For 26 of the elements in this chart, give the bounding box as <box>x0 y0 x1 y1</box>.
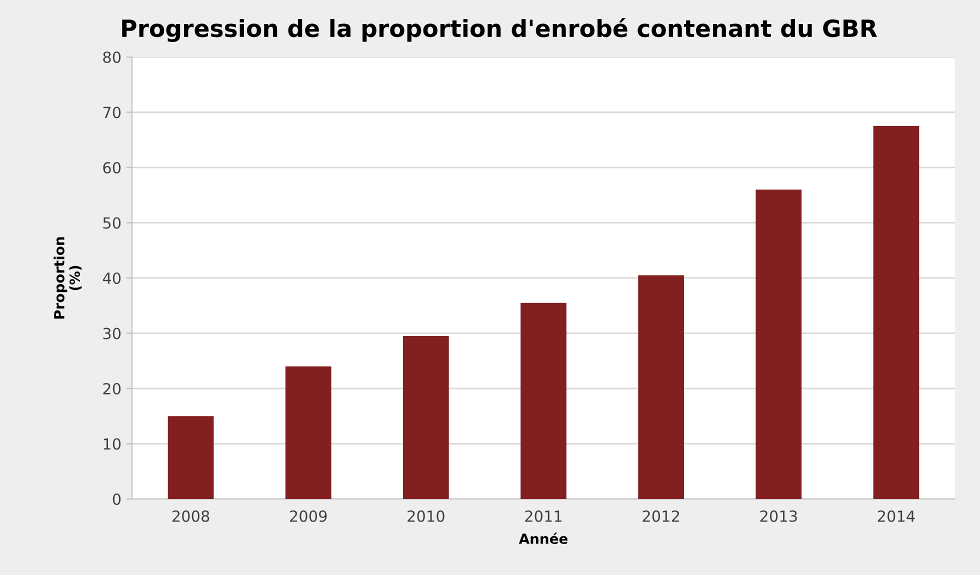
bar <box>873 126 920 499</box>
y-tick-label: 40 <box>102 272 121 284</box>
y-tick-label: 0 <box>112 493 121 506</box>
x-tick-label: 2013 <box>760 510 797 522</box>
y-axis-title: Proportion (%) <box>54 237 82 319</box>
x-tick-label: 2011 <box>525 510 562 522</box>
bar <box>756 190 802 499</box>
x-tick-label: 2009 <box>290 510 327 522</box>
x-tick-label: 2012 <box>642 510 679 522</box>
bar <box>520 302 566 499</box>
y-tick-label: 70 <box>103 106 121 118</box>
y-tick-label: 50 <box>103 217 121 229</box>
bar <box>403 336 449 499</box>
x-axis-title: Année <box>518 532 568 544</box>
x-tick-label: 2010 <box>408 510 444 522</box>
bar <box>285 366 332 499</box>
y-tick-label: 10 <box>104 438 121 450</box>
x-tick-label: 2014 <box>878 510 915 522</box>
bar <box>168 416 214 499</box>
x-tick-label: 2008 <box>172 510 210 522</box>
y-tick-label: 30 <box>103 328 121 340</box>
bar <box>638 275 684 499</box>
y-tick-label: 80 <box>103 51 121 64</box>
chart-title: Progression de la proportion d'enrobé contenant du GBR <box>122 18 878 42</box>
y-tick-label: 60 <box>103 162 121 174</box>
y-tick-label: 20 <box>103 382 121 395</box>
